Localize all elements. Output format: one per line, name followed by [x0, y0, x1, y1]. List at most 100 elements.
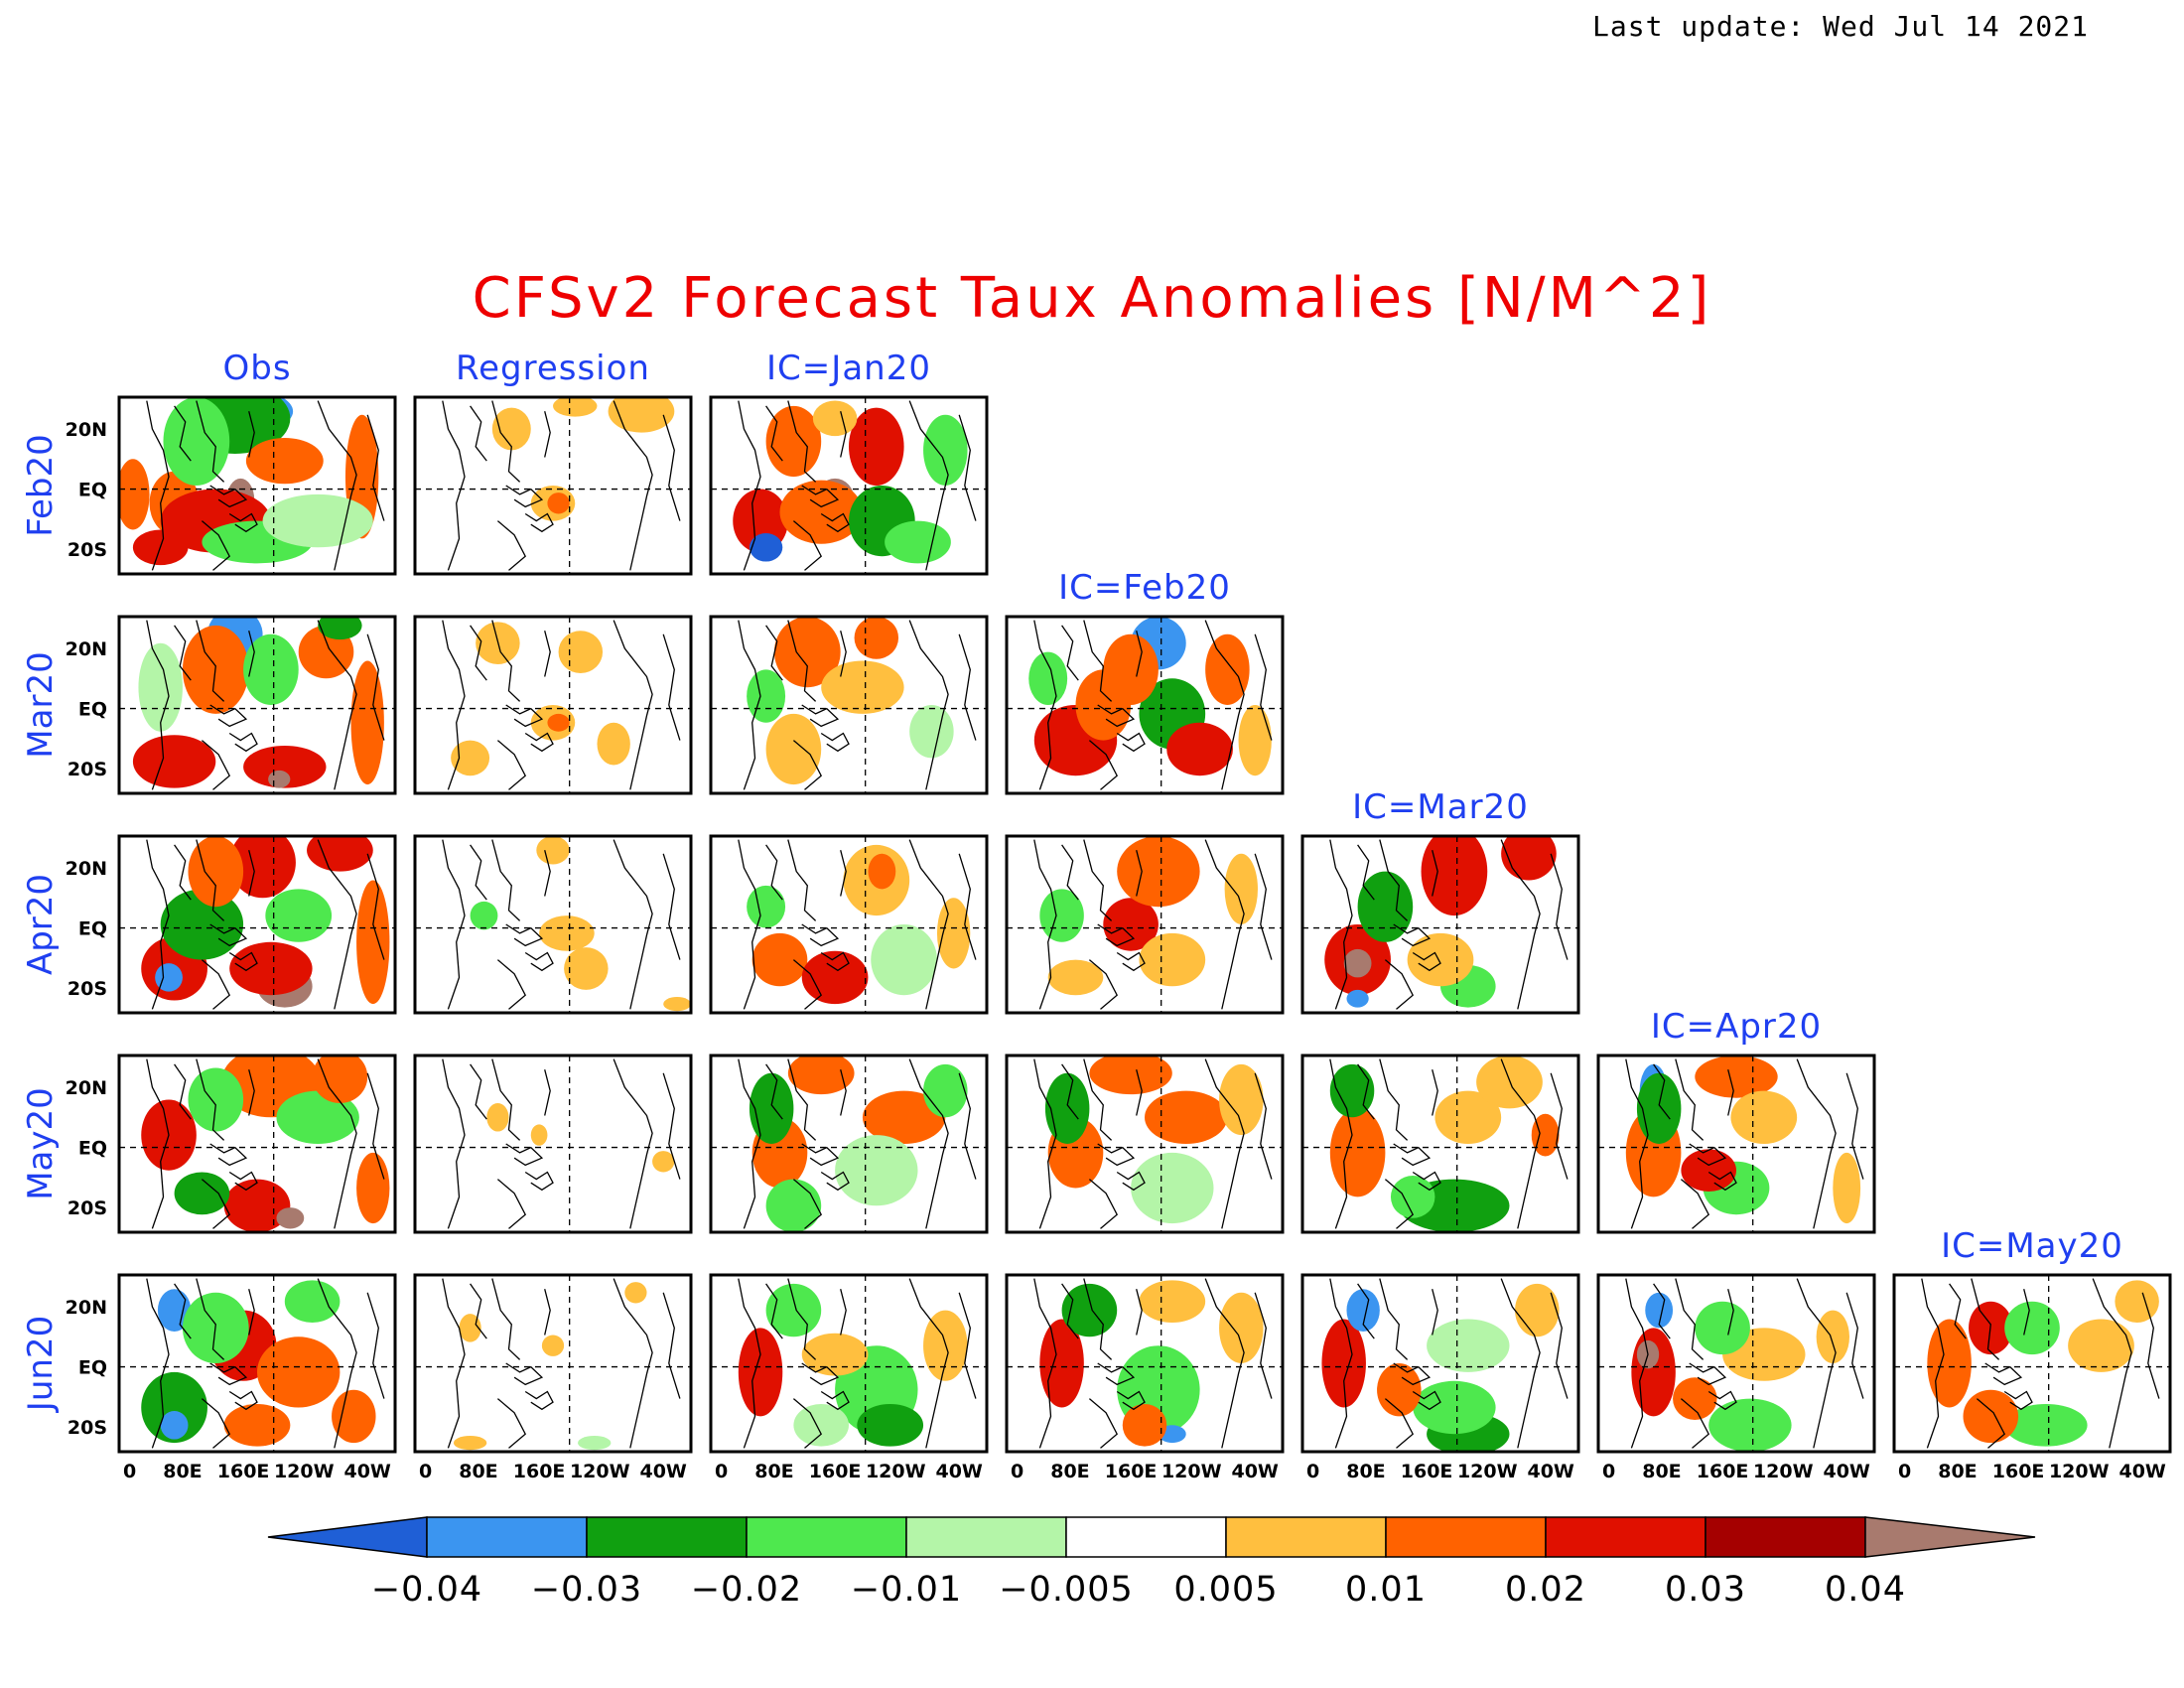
- anomaly-contour: [2068, 1319, 2134, 1372]
- anomaly-contour: [854, 617, 899, 659]
- anomaly-contour: [747, 669, 786, 723]
- coastline: [196, 620, 225, 702]
- coastline: [765, 625, 783, 681]
- coastline: [820, 1171, 850, 1192]
- panel-field: [442, 1278, 681, 1451]
- coastline: [840, 631, 847, 677]
- anomaly-contour: [149, 471, 200, 535]
- anomaly-contour: [1833, 1152, 1861, 1224]
- panel-background: [1302, 836, 1578, 1013]
- coastline: [1097, 704, 1136, 728]
- column-title-ic-mar20: IC=Mar20: [1352, 787, 1529, 827]
- panel-field: [442, 620, 681, 790]
- panel-background: [711, 617, 987, 793]
- anomaly-contour: [1224, 853, 1258, 924]
- coastline: [1432, 850, 1438, 897]
- colorbar-segment: [586, 1516, 748, 1558]
- anomaly-contour: [223, 1179, 291, 1232]
- lat-tick-label: 20N: [66, 1297, 107, 1319]
- colorbar-min-arrow: [267, 1516, 428, 1558]
- coastline: [1254, 633, 1273, 741]
- panel-apr20-obs: [117, 834, 397, 1015]
- anomaly-contour: [1695, 1055, 1778, 1098]
- anomaly-contour: [1139, 1280, 1206, 1324]
- coastline: [820, 732, 850, 753]
- anomaly-contour: [578, 1435, 612, 1451]
- anomaly-contour: [871, 924, 937, 996]
- anomaly-contour: [857, 1403, 924, 1447]
- coastline: [1653, 1283, 1671, 1339]
- anomaly-contour: [530, 705, 576, 741]
- lat-tick-label: 20S: [68, 1417, 107, 1439]
- coastline: [228, 1390, 258, 1411]
- anomaly-contour: [1131, 617, 1186, 670]
- panel-mar20-ic-jan20: [709, 615, 989, 795]
- coastline: [1033, 1058, 1057, 1229]
- lon-tick-label: 40W: [1231, 1461, 1278, 1482]
- coastline: [146, 620, 170, 790]
- coastline: [196, 839, 225, 921]
- anomaly-contour: [1039, 889, 1084, 942]
- coastline: [1432, 1069, 1438, 1116]
- anomaly-contour: [1219, 1063, 1264, 1136]
- column-title-regression: Regression: [456, 349, 650, 388]
- anomaly-contour: [624, 1282, 647, 1304]
- lon-tick-label: 80E: [1346, 1461, 1385, 1482]
- anomaly-contour: [1673, 1377, 1717, 1420]
- anomaly-contour: [451, 740, 490, 776]
- coastline: [765, 1283, 783, 1339]
- coastline: [1329, 1058, 1353, 1229]
- coastline: [738, 1278, 761, 1449]
- coastline: [792, 1398, 823, 1449]
- coastline: [792, 520, 823, 571]
- coastline: [470, 625, 487, 681]
- anomaly-contour: [1963, 1389, 2019, 1444]
- anomaly-contour: [1476, 1055, 1543, 1109]
- anomaly-contour: [243, 745, 327, 788]
- coastline: [146, 839, 170, 1010]
- coastline: [201, 959, 231, 1010]
- panel-apr20-regression: [413, 834, 693, 1015]
- anomaly-contour: [1145, 1090, 1228, 1144]
- panel-may20-ic-feb20: [1005, 1054, 1285, 1234]
- coastline: [317, 1278, 357, 1449]
- coastline: [174, 1283, 192, 1339]
- anomaly-contour: [1434, 1090, 1502, 1144]
- panel-field: [141, 1055, 390, 1232]
- coastline: [1625, 1058, 1649, 1229]
- coastline: [209, 1143, 248, 1167]
- panel-background: [119, 1055, 395, 1232]
- coastline: [801, 923, 840, 947]
- lon-tick-label: 120W: [866, 1461, 926, 1482]
- lon-tick-label: 160E: [1401, 1461, 1453, 1482]
- panel-background: [415, 617, 691, 793]
- anomaly-contour: [765, 713, 822, 785]
- anomaly-contour: [257, 1336, 341, 1408]
- coastline: [1061, 1063, 1079, 1120]
- colorbar-segment: [1705, 1516, 1866, 1558]
- anomaly-contour: [141, 1371, 207, 1444]
- coastline: [1412, 951, 1441, 972]
- coastline: [1727, 1289, 1734, 1336]
- coastline: [317, 400, 357, 571]
- coastline: [1357, 1283, 1375, 1339]
- coastline: [787, 839, 817, 921]
- lon-tick-label: 80E: [163, 1461, 202, 1482]
- lon-tick-label: 0: [1011, 1461, 1024, 1482]
- lon-tick-label: 80E: [1938, 1461, 1977, 1482]
- coastline: [1384, 1179, 1415, 1229]
- coastline: [738, 1058, 761, 1229]
- colorbar-segment: [905, 1516, 1067, 1558]
- coastline: [1061, 844, 1079, 901]
- column-title-obs: Obs: [222, 349, 291, 388]
- lat-tick-label: 20S: [68, 759, 107, 780]
- coastline: [228, 512, 258, 533]
- coastline: [792, 959, 823, 1010]
- anomaly-contour: [1131, 1152, 1214, 1224]
- panel-frame: [1005, 615, 1285, 795]
- anomaly-contour: [773, 617, 841, 688]
- coastline: [1136, 1289, 1143, 1336]
- coastline: [196, 1278, 225, 1360]
- lon-tick-label: 160E: [1105, 1461, 1158, 1482]
- row-label-jun20: Jun20: [21, 1316, 61, 1413]
